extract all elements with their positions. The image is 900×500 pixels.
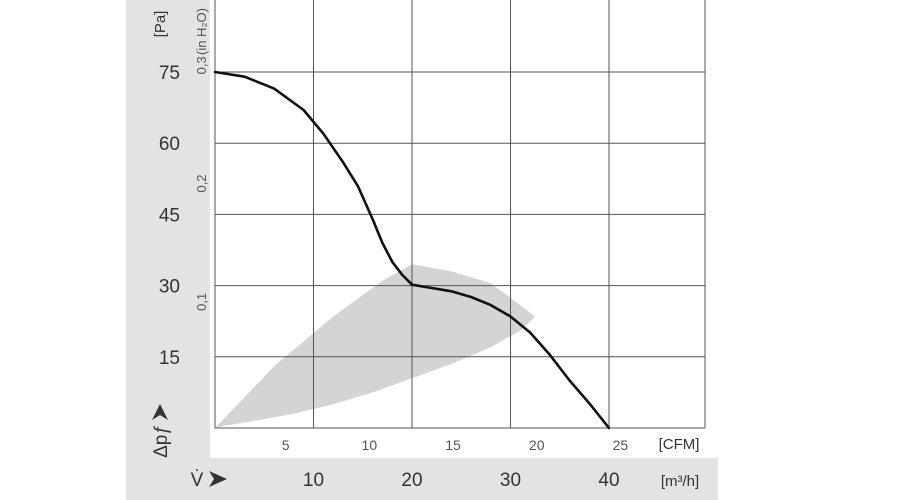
operating-region-layer bbox=[215, 264, 536, 428]
y-axis-label: Δpƒ bbox=[151, 424, 172, 458]
x-tick-label-cfm: 25 bbox=[613, 437, 629, 453]
label-layer: 15 30 45 60 75 [Pa] Δpƒ 0,1 0,2 0,3(in H₂O) 5 10 15 2… bbox=[151, 8, 699, 491]
x-axis-arrow-icon bbox=[209, 471, 227, 487]
y-tick-label-inh2o: 0,1 bbox=[194, 293, 209, 311]
y-unit-pa: [Pa] bbox=[152, 11, 169, 38]
x-tick-label-m3h: 10 bbox=[303, 470, 324, 491]
x-tick-label-cfm: 15 bbox=[445, 437, 461, 453]
x-tick-label-m3h: 30 bbox=[500, 470, 521, 491]
y-tick-label-pa: 15 bbox=[159, 348, 180, 369]
y-axis-band bbox=[126, 0, 210, 500]
y-tick-label-pa: 45 bbox=[159, 205, 180, 226]
x-tick-label-m3h: 40 bbox=[598, 470, 619, 491]
x-tick-label-cfm: 20 bbox=[529, 437, 545, 453]
x-unit-cfm: [CFM] bbox=[659, 436, 700, 453]
x-axis-label: V̇ bbox=[191, 470, 204, 491]
y-axis-arrow-icon bbox=[152, 404, 168, 420]
y-tick-label-pa: 30 bbox=[159, 277, 180, 298]
x-tick-label-m3h: 20 bbox=[401, 470, 422, 491]
y-tick-label-pa: 60 bbox=[159, 134, 180, 155]
x-tick-label-cfm: 5 bbox=[282, 437, 290, 453]
y-unit-inh2o: (in H₂O) bbox=[194, 8, 209, 55]
x-unit-m3h: [m³/h] bbox=[661, 473, 699, 490]
y-tick-label-inh2o: 0,3 bbox=[194, 56, 209, 74]
curve-layer bbox=[213, 70, 611, 430]
y-tick-label-inh2o: 0,2 bbox=[194, 174, 209, 192]
characteristic-curve bbox=[213, 70, 611, 430]
y-tick-label-pa: 75 bbox=[159, 63, 180, 84]
x-tick-label-cfm: 10 bbox=[362, 437, 378, 453]
operating-region bbox=[215, 264, 536, 428]
